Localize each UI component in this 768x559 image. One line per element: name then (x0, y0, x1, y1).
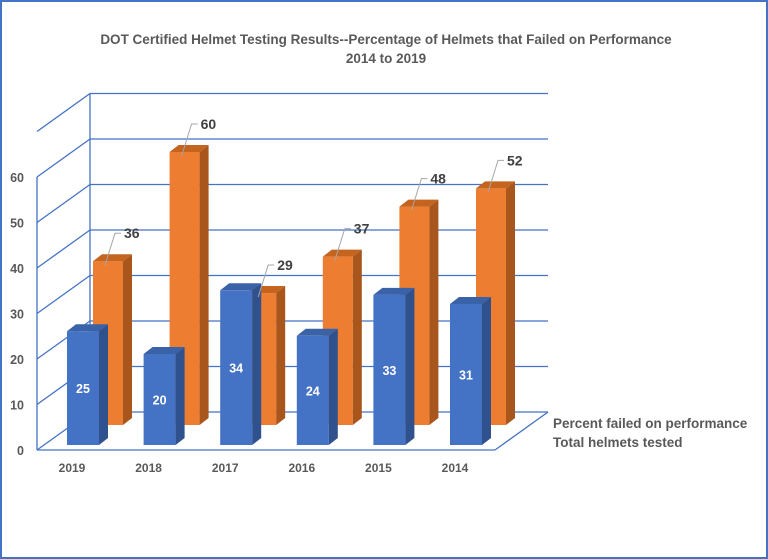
data-label-percent-failed: 60 (201, 116, 217, 132)
y-tick-label: 0 (17, 444, 24, 458)
y-tick-label: 60 (10, 171, 24, 185)
bar-total-tested-front (67, 331, 99, 445)
y-tick-label: 30 (10, 308, 24, 322)
data-label-total-tested: 34 (229, 362, 243, 376)
x-tick-label: 2014 (442, 461, 469, 475)
leader-line (410, 178, 428, 211)
bar-total-tested (296, 328, 338, 445)
chart-subtitle: 2014 to 2019 (346, 51, 426, 66)
data-label-total-tested: 33 (382, 364, 396, 378)
x-tick-label: 2016 (288, 461, 315, 475)
leader-line (334, 228, 351, 261)
bar-total-tested-front (450, 303, 482, 445)
bar-total-tested-side (405, 287, 415, 445)
bar-total-tested-front (296, 335, 329, 445)
bar-total-tested (450, 296, 491, 445)
x-tick-label: 2017 (212, 461, 239, 475)
data-label-percent-failed: 29 (277, 257, 293, 273)
x-tick-label: 2018 (135, 461, 162, 475)
data-label-total-tested: 25 (76, 382, 90, 396)
y-tick-label: 10 (10, 399, 24, 413)
bar-percent-failed-side (352, 249, 362, 425)
bar-total-tested-front (143, 354, 176, 445)
bar-total-tested-top (373, 287, 415, 295)
bar-percent-failed-top (169, 145, 209, 152)
bar-total-tested-side (252, 283, 262, 445)
chart-title: DOT Certified Helmet Testing Results--Pe… (100, 32, 672, 47)
bar-total-tested (143, 347, 185, 445)
gridline-side (36, 229, 91, 269)
data-label-percent-failed: 36 (124, 225, 140, 241)
data-label-total-tested: 20 (153, 394, 167, 408)
x-tick-label: 2015 (365, 461, 392, 475)
bar-total-tested-side (482, 296, 491, 445)
leader-line (487, 159, 504, 193)
bar-percent-failed-top (93, 254, 132, 262)
bar-total-tested-side (328, 328, 338, 445)
gridline-side (36, 138, 91, 178)
bar-total-tested (220, 283, 262, 445)
bar-percent-failed-top (322, 249, 362, 257)
data-label-total-tested: 31 (459, 368, 473, 382)
gridline-side (36, 274, 91, 315)
series-label-total-tested: Total helmets tested (553, 435, 683, 450)
bar-total-tested-front (373, 294, 406, 445)
bar-percent-failed-top (399, 199, 439, 207)
bar-total-tested-top (296, 328, 338, 336)
gridline-side (36, 92, 91, 133)
bar-total-tested-front (220, 290, 253, 445)
bar-total-tested-top (67, 324, 108, 332)
bar-percent-failed-side (276, 286, 286, 425)
bar-total-tested-side (175, 347, 185, 445)
bar-total-tested-top (220, 283, 262, 291)
bar-percent-failed-side (506, 181, 515, 425)
bar-total-tested-top (143, 347, 185, 354)
bar-total-tested-top (450, 296, 491, 304)
bar-percent-failed-top (476, 181, 515, 189)
series-label-percent-failed: Percent failed on performance (553, 416, 748, 431)
leader-line (104, 232, 121, 266)
data-label-total-tested: 24 (306, 384, 320, 398)
gridline-side (36, 183, 91, 224)
floor-right-edge (494, 411, 549, 451)
data-label-percent-failed: 52 (507, 152, 523, 168)
bar-total-tested (67, 324, 108, 445)
data-label-percent-failed: 48 (430, 171, 446, 187)
x-tick-label: 2019 (59, 461, 86, 475)
bar-total-tested (373, 287, 415, 445)
bar-percent-failed-side (199, 145, 209, 425)
bar-total-tested-side (99, 324, 108, 445)
bar-percent-failed-side (429, 199, 439, 425)
leader-line (181, 123, 198, 157)
y-tick-label: 20 (10, 353, 24, 367)
y-tick-label: 50 (10, 217, 24, 231)
leader-line (257, 264, 275, 298)
y-tick-label: 40 (10, 262, 24, 276)
data-label-percent-failed: 37 (354, 221, 370, 237)
bar-percent-failed-side (123, 254, 132, 425)
